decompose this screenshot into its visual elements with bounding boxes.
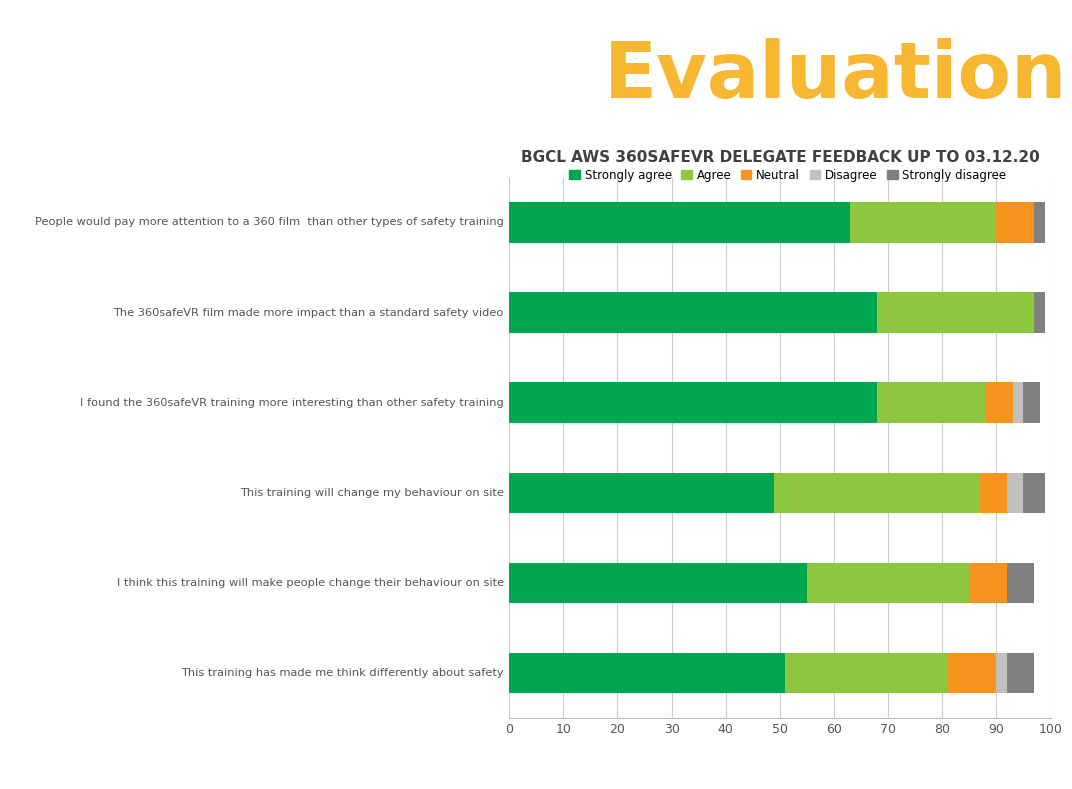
Bar — [509, 563, 807, 604]
Bar — [948, 653, 996, 694]
Bar — [996, 202, 1034, 243]
Bar — [985, 383, 1013, 423]
Bar — [509, 202, 850, 243]
Text: People would pay more attention to a 360 film  than other types of safety traini: People would pay more attention to a 360… — [35, 218, 504, 227]
Bar — [786, 653, 948, 694]
Legend: Strongly agree, Agree, Neutral, Disagree, Strongly disagree: Strongly agree, Agree, Neutral, Disagree… — [565, 164, 1011, 186]
Bar — [1008, 473, 1024, 513]
Bar — [509, 653, 786, 694]
Bar — [509, 383, 877, 423]
Text: This training will change my behaviour on site: This training will change my behaviour o… — [240, 488, 504, 498]
Bar — [774, 473, 980, 513]
Bar — [1013, 383, 1024, 423]
Bar — [850, 202, 996, 243]
Bar — [996, 653, 1008, 694]
Bar — [877, 383, 985, 423]
Bar — [807, 563, 969, 604]
Text: I found the 360safeVR training more interesting than other safety training: I found the 360safeVR training more inte… — [80, 398, 504, 408]
Bar — [1024, 383, 1040, 423]
Bar — [509, 473, 774, 513]
Text: Evaluation: Evaluation — [604, 38, 1068, 114]
Bar — [1008, 653, 1034, 694]
Bar — [969, 563, 1008, 604]
Text: The 360safeVR film made more impact than a standard safety video: The 360safeVR film made more impact than… — [114, 308, 504, 317]
Bar — [1034, 292, 1045, 333]
Bar — [1024, 473, 1045, 513]
Bar — [1008, 563, 1034, 604]
Bar — [1034, 202, 1045, 243]
Bar — [877, 292, 1034, 333]
Bar — [509, 292, 877, 333]
Bar — [980, 473, 1008, 513]
Text: BGCL AWS 360SAFEVR DELEGATE FEEDBACK UP TO 03.12.20: BGCL AWS 360SAFEVR DELEGATE FEEDBACK UP … — [521, 150, 1039, 166]
Text: I think this training will make people change their behaviour on site: I think this training will make people c… — [117, 578, 504, 588]
Text: This training has made me think differently about safety: This training has made me think differen… — [181, 668, 504, 678]
